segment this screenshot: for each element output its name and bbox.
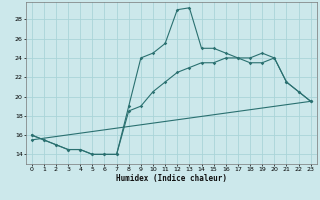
X-axis label: Humidex (Indice chaleur): Humidex (Indice chaleur) bbox=[116, 174, 227, 183]
